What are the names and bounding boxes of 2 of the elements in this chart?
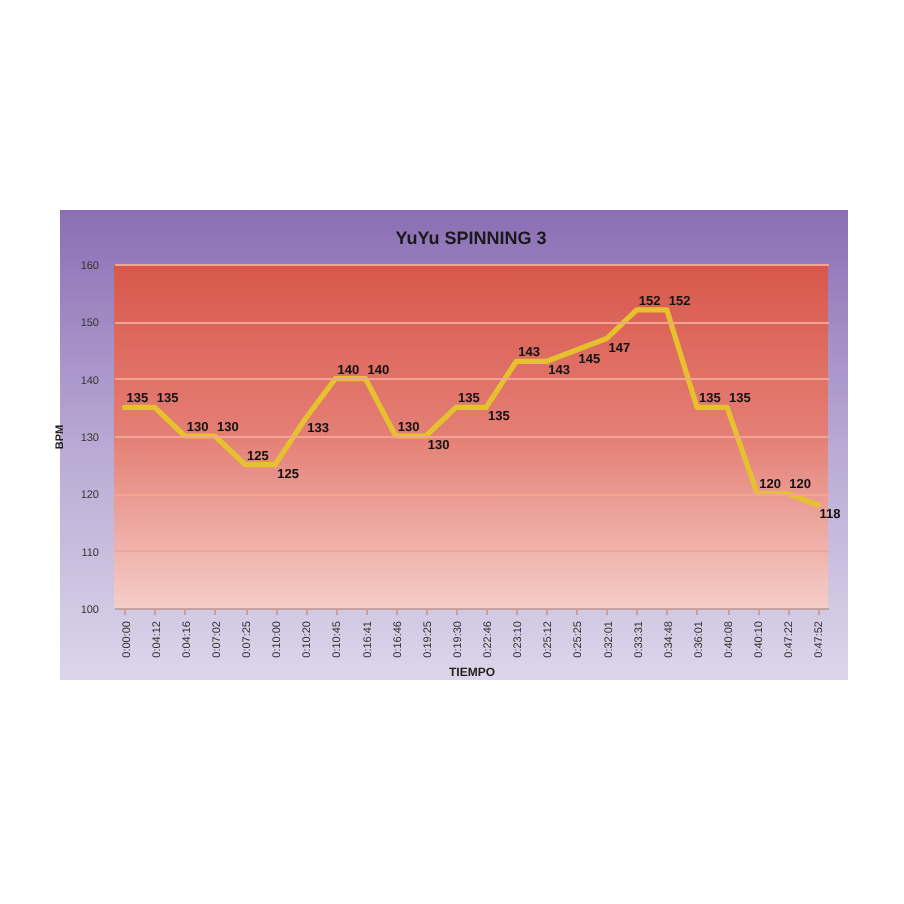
chart-title: YuYu SPINNING 3 <box>395 228 547 248</box>
line-series <box>121 307 821 508</box>
